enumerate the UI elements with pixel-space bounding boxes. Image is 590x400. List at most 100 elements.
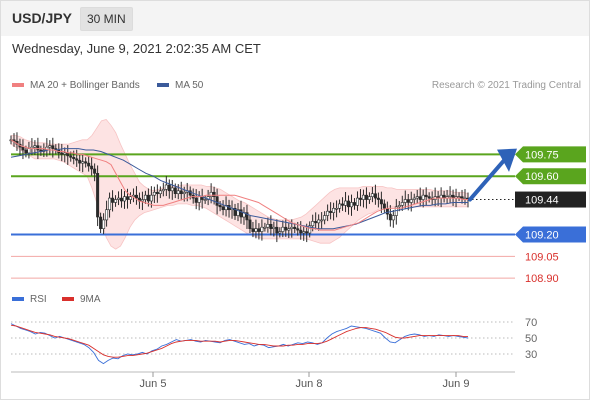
candle-body: [78, 159, 82, 164]
candle-body: [81, 161, 85, 164]
candle-body: [424, 194, 428, 197]
candle-body: [317, 219, 321, 224]
candle-body: [176, 190, 180, 195]
ma20-label: MA 20 + Bollinger Bands: [30, 80, 140, 91]
legend-ma50: MA 50: [157, 80, 203, 91]
candle-body: [344, 200, 348, 206]
candle-body: [99, 216, 103, 229]
candle-body: [48, 145, 52, 148]
time-axis: Jun 5 Jun 8 Jun 9: [11, 371, 515, 390]
candle-body: [263, 226, 267, 229]
candle-body: [170, 187, 174, 192]
bollinger-upper-line: [11, 119, 469, 221]
forecast-arrow-shaft: [468, 153, 510, 202]
copyright-text: Research © 2021 Trading Central: [431, 80, 581, 91]
candle-body: [302, 231, 306, 234]
candle-body: [275, 226, 279, 234]
candle-body: [421, 194, 425, 200]
candle-body: [21, 146, 25, 151]
ma50-label: MA 50: [175, 80, 204, 91]
candle-body: [326, 210, 330, 216]
candle-body: [33, 145, 37, 148]
candle-body: [260, 226, 264, 232]
candle-body: [266, 223, 270, 228]
candle-body: [251, 228, 255, 232]
candle-body: [143, 194, 147, 200]
candle-body: [72, 157, 76, 160]
candle-body: [84, 161, 88, 164]
key-support-tag: [515, 226, 586, 243]
current-price-label: 109.44: [525, 195, 559, 207]
candle-body: [69, 155, 73, 158]
candle-body: [364, 194, 368, 200]
candle-body: [24, 149, 28, 154]
candle-body: [128, 196, 132, 200]
candle-body: [296, 228, 300, 231]
candle-body: [355, 197, 359, 206]
current-price-box: [515, 191, 586, 208]
candle-body: [146, 194, 150, 202]
candle-body: [134, 194, 138, 199]
rsi-tick-label: 50: [525, 333, 537, 345]
candle-body: [338, 203, 342, 209]
candle-body: [221, 206, 225, 211]
candle-body: [299, 229, 303, 234]
legend-rsi: RSI: [12, 294, 47, 305]
candle-body: [90, 165, 94, 170]
candle-body: [224, 205, 228, 211]
candle-body: [120, 197, 124, 202]
price-panel: 109.75 109.60 109.44 109.20 109.05 108.90: [9, 119, 586, 285]
candle-body: [350, 202, 354, 208]
rsi-tick-label: 70: [525, 317, 537, 329]
candle-body: [332, 207, 336, 213]
candle-body: [125, 196, 129, 200]
candle-body: [108, 197, 112, 211]
candle-body: [367, 196, 371, 200]
candle-body: [164, 184, 168, 190]
candle-body: [257, 228, 261, 232]
candle-body: [197, 196, 201, 203]
candle-body: [179, 190, 183, 195]
candle-body: [75, 158, 79, 161]
candle-body: [397, 205, 401, 208]
candle-body: [403, 199, 407, 203]
candle-body: [245, 212, 249, 221]
candle-body: [102, 219, 106, 229]
resistance-label: 109.75: [525, 149, 559, 161]
candle-body: [158, 190, 162, 195]
candle-body: [254, 228, 258, 232]
candle-body: [329, 210, 333, 213]
candle-body: [335, 207, 339, 210]
legend-ma20: MA 20 + Bollinger Bands: [12, 80, 140, 91]
candle-body: [209, 191, 213, 197]
candle-body: [87, 162, 91, 167]
ma50-line: [10, 148, 468, 230]
candle-body: [457, 196, 461, 198]
candle-body: [284, 226, 288, 231]
candle-body: [212, 191, 216, 197]
resistance-tag: [515, 168, 586, 185]
candle-body: [293, 226, 297, 229]
timeframe-button[interactable]: 30 MIN: [80, 7, 133, 31]
rsi-ma-line: [10, 324, 468, 358]
candle-body: [391, 215, 395, 221]
candle-body: [239, 209, 243, 218]
candle-body: [361, 194, 365, 200]
rsi-ma-swatch: [62, 297, 74, 302]
candle-body: [373, 193, 377, 199]
candle-body: [385, 207, 389, 215]
rsi-label: RSI: [30, 294, 47, 305]
candle-body: [140, 199, 144, 202]
candle-body: [382, 203, 386, 209]
time-tick-label: Jun 5: [140, 378, 167, 390]
candle-body: [290, 226, 294, 229]
forecast-arrow-head: [497, 148, 517, 172]
candle-body: [308, 225, 312, 234]
candle-body: [314, 221, 318, 224]
candle-body: [218, 205, 222, 208]
candle-body: [27, 148, 31, 154]
candle-body: [36, 145, 40, 151]
support-label: 108.90: [525, 273, 559, 285]
candle-body: [448, 194, 452, 197]
candle-body: [149, 194, 153, 202]
